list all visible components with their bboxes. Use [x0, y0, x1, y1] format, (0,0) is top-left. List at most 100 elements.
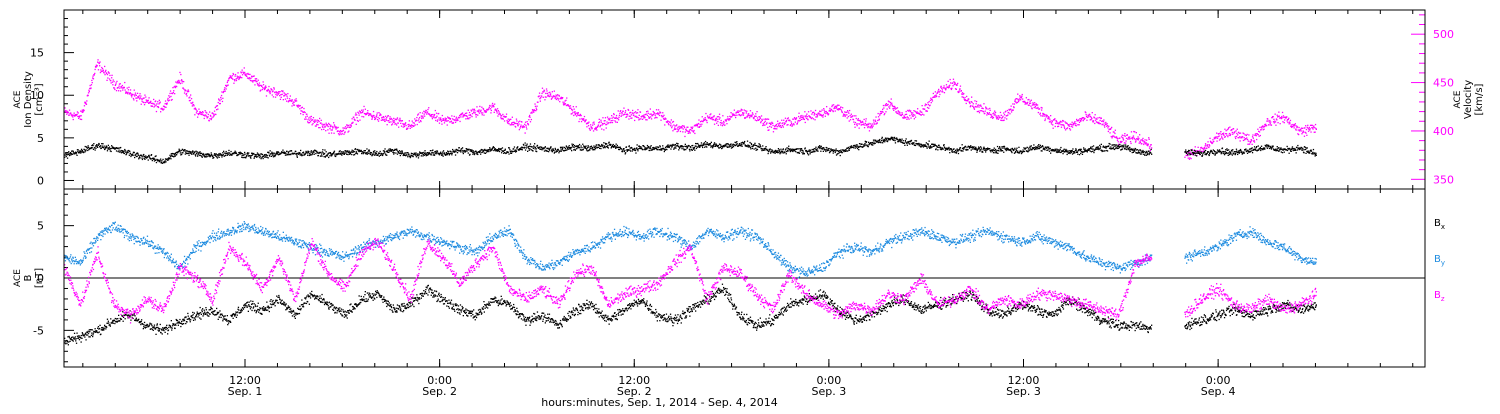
data-point [741, 144, 742, 145]
data-point [230, 151, 231, 152]
data-point [472, 152, 473, 153]
data-point [351, 154, 352, 155]
data-point [940, 90, 941, 91]
data-point [134, 152, 135, 153]
data-point [228, 154, 229, 155]
data-point [534, 103, 535, 104]
data-point [1252, 144, 1253, 145]
data-point [526, 147, 527, 148]
data-point [160, 159, 161, 160]
data-point [104, 72, 105, 73]
data-point [585, 146, 586, 147]
data-point [576, 148, 577, 149]
data-point [737, 143, 738, 144]
data-point [330, 153, 331, 154]
data-point [976, 106, 977, 107]
data-point [601, 122, 602, 123]
data-point [1044, 120, 1045, 121]
data-point [273, 156, 274, 157]
data-point [782, 122, 783, 123]
data-point [1207, 144, 1208, 145]
data-point [1151, 144, 1152, 145]
data-point [748, 113, 749, 114]
data-point [1079, 122, 1080, 123]
data-point [152, 160, 153, 161]
data-point [254, 84, 255, 85]
data-point [1001, 115, 1002, 116]
data-point [1050, 115, 1051, 116]
data-point [436, 152, 437, 153]
data-point [838, 109, 839, 110]
data-point [160, 102, 161, 103]
data-point [344, 128, 345, 129]
data-point [527, 121, 528, 122]
data-point [1275, 125, 1276, 126]
data-point [693, 131, 694, 132]
data-point [561, 147, 562, 148]
data-point [382, 155, 383, 156]
data-point [562, 147, 563, 148]
data-point [154, 104, 155, 105]
data-point [451, 154, 452, 155]
data-point [938, 89, 939, 90]
data-point [928, 104, 929, 105]
data-point [96, 144, 97, 145]
data-point [417, 120, 418, 121]
data-point [506, 120, 507, 121]
data-point [586, 126, 587, 127]
data-point [506, 114, 507, 115]
data-point [902, 114, 903, 115]
data-point [571, 147, 572, 148]
data-point [307, 155, 308, 156]
data-point [293, 102, 294, 103]
data-point [587, 150, 588, 151]
data-point [525, 125, 526, 126]
data-point [1034, 102, 1035, 103]
data-point [1114, 136, 1115, 137]
data-point [1289, 123, 1290, 124]
data-point [667, 121, 668, 122]
data-point [1247, 144, 1248, 145]
data-point [134, 157, 135, 158]
data-point [746, 112, 747, 113]
data-point [874, 123, 875, 124]
data-point [1207, 141, 1208, 142]
data-point [583, 120, 584, 121]
data-point [723, 124, 724, 125]
data-point [259, 157, 260, 158]
data-point [346, 128, 347, 129]
data-point [662, 145, 663, 146]
data-point [730, 112, 731, 113]
data-point [572, 110, 573, 111]
data-point [1080, 121, 1081, 122]
data-point [99, 65, 100, 66]
data-point [1060, 121, 1061, 122]
data-point [606, 124, 607, 125]
data-point [1122, 137, 1123, 138]
data-point [646, 114, 647, 115]
data-point [573, 144, 574, 145]
data-point [770, 148, 771, 149]
data-point [556, 99, 557, 100]
data-point [135, 98, 136, 99]
data-point [1231, 129, 1232, 130]
data-point [129, 155, 130, 156]
data-point [813, 112, 814, 113]
data-point [182, 81, 183, 82]
data-point [458, 150, 459, 151]
data-point [220, 103, 221, 104]
data-point [1103, 121, 1104, 122]
data-point [494, 104, 495, 105]
data-point [1277, 122, 1278, 123]
data-point [1232, 132, 1233, 133]
data-point [589, 149, 590, 150]
data-point [285, 99, 286, 100]
data-point [545, 146, 546, 147]
data-point [209, 111, 210, 112]
data-point [348, 131, 349, 132]
data-point [1251, 140, 1252, 141]
data-point [547, 93, 548, 94]
data-point [115, 84, 116, 85]
data-point [1224, 129, 1225, 130]
data-point [209, 118, 210, 119]
